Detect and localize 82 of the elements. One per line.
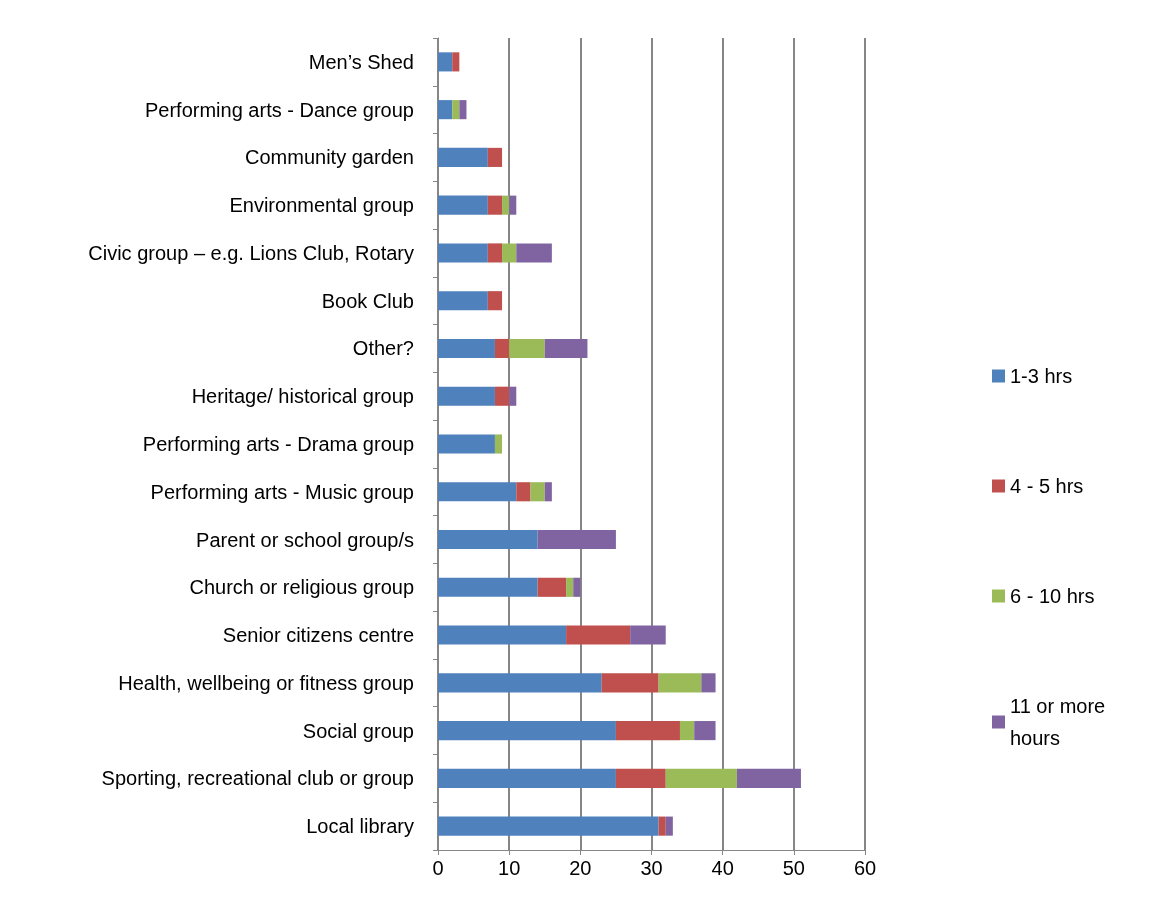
y-tick-label: Other? <box>352 337 414 360</box>
bar <box>459 100 467 120</box>
bar <box>530 482 545 502</box>
x-tick-label: 30 <box>640 857 663 879</box>
y-tick-label: Men’s Shed <box>308 50 414 73</box>
x-tick-label: 20 <box>569 857 592 879</box>
x-tick-label: 60 <box>853 857 877 879</box>
bar <box>438 482 517 502</box>
y-tick-label: Social group <box>302 719 414 742</box>
bar <box>487 147 503 167</box>
bar <box>736 768 801 788</box>
bar <box>665 768 737 788</box>
bar <box>487 195 503 215</box>
bar <box>566 625 631 645</box>
y-tick-label: Church or religious group <box>189 576 414 599</box>
bar <box>601 673 659 693</box>
bar <box>438 529 538 550</box>
legend-label: 4 - 5 hrs <box>1010 475 1084 497</box>
bar <box>502 195 510 215</box>
bar <box>573 577 581 597</box>
bar <box>438 816 659 836</box>
bar <box>537 577 567 597</box>
bar <box>487 243 503 263</box>
bar <box>509 386 517 406</box>
bar <box>679 721 695 741</box>
bar <box>615 721 680 741</box>
y-tick-label: Heritage/ historical group <box>191 385 414 408</box>
legend-label: 1-3 hrs <box>1010 365 1073 387</box>
bar <box>516 243 552 263</box>
y-tick-label: Sporting, recreational club or group <box>101 767 414 790</box>
bar <box>438 673 602 693</box>
x-tick-label: 0 <box>432 857 444 879</box>
bar <box>438 721 616 741</box>
bar <box>701 673 716 693</box>
legend-label: 6 - 10 hrs <box>1010 585 1095 607</box>
bar <box>438 195 488 215</box>
bar <box>544 482 552 502</box>
bar <box>658 816 666 836</box>
bar <box>438 338 495 359</box>
bar <box>509 338 545 359</box>
legend-label: 11 or more hours <box>1010 695 1111 749</box>
y-tick-label: Book Club <box>321 289 414 312</box>
bar <box>566 577 574 597</box>
y-tick-label: Civic group – e.g. Lions Club, Rotary <box>88 241 414 264</box>
bar <box>630 625 666 645</box>
x-tick-label: 40 <box>711 857 734 879</box>
bar <box>438 147 488 167</box>
bar <box>658 673 702 693</box>
bar <box>544 338 588 359</box>
bar <box>494 338 510 359</box>
y-tick-label: Health, wellbeing or fitness group <box>118 671 414 694</box>
bar <box>438 52 453 72</box>
x-tick-label: 50 <box>782 857 805 879</box>
bar <box>487 291 503 311</box>
x-tick-label: 10 <box>498 857 521 879</box>
bar <box>438 625 567 645</box>
bar <box>438 100 453 120</box>
bar <box>615 768 666 788</box>
y-tick-label: Senior citizens centre <box>222 624 414 647</box>
bar <box>694 721 716 741</box>
y-tick-label: Environmental group <box>229 194 414 217</box>
bar <box>438 291 488 311</box>
y-tick-label: Performing arts - Drama group <box>142 433 414 455</box>
bar <box>452 52 460 72</box>
bar <box>494 386 510 406</box>
bar <box>537 529 616 550</box>
bar <box>438 577 538 597</box>
bar <box>502 243 517 263</box>
y-tick-label: Performing arts - Music group <box>150 480 414 503</box>
bar <box>438 768 616 788</box>
bar <box>509 195 517 215</box>
y-tick-label: Performing arts - Dance group <box>144 98 414 121</box>
y-tick-label: Parent or school group/s <box>196 528 414 551</box>
y-tick-label: Local library <box>306 815 414 838</box>
bar <box>494 434 503 454</box>
y-tick-label: Community garden <box>245 146 414 169</box>
bar <box>665 816 673 836</box>
bar <box>452 100 460 120</box>
bar <box>438 243 488 263</box>
bar <box>438 386 495 406</box>
bar <box>438 434 495 454</box>
bar <box>516 482 531 502</box>
